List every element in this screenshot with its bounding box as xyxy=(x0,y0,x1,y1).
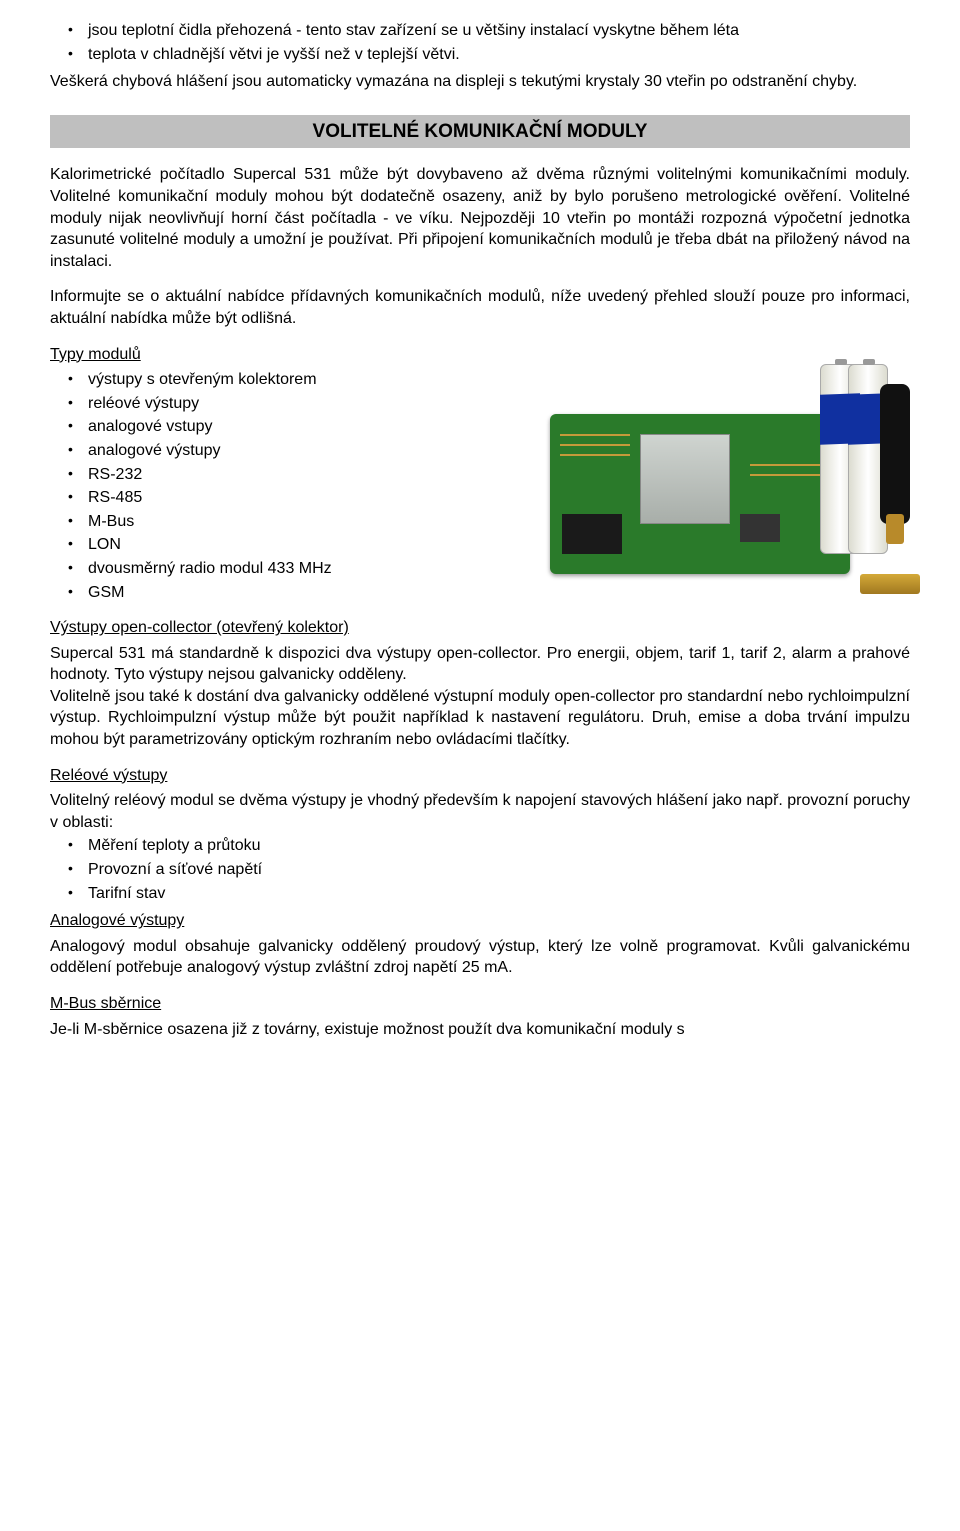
list-item: jsou teplotní čidla přehozená - tento st… xyxy=(68,20,910,42)
oc-heading: Výstupy open-collector (otevřený kolekto… xyxy=(50,617,910,639)
mbus-para: Je-li M-sběrnice osazena již z továrny, … xyxy=(50,1019,910,1041)
relay-list: Měření teploty a průtoku Provozní a síťo… xyxy=(50,835,910,904)
list-item: Provozní a síťové napětí xyxy=(68,859,910,881)
module-board-image xyxy=(510,344,920,614)
mbus-heading: M-Bus sběrnice xyxy=(50,993,910,1015)
top-bullet-list: jsou teplotní čidla přehozená - tento st… xyxy=(50,20,910,65)
analog-para: Analogový modul obsahuje galvanicky oddě… xyxy=(50,936,910,979)
section-heading-modules: VOLITELNÉ KOMUNIKAČNÍ MODULY xyxy=(50,115,910,149)
sma-connector-illustration xyxy=(860,574,920,594)
analog-heading: Analogové výstupy xyxy=(50,910,910,932)
list-item: Měření teploty a průtoku xyxy=(68,835,910,857)
list-item: Tarifní stav xyxy=(68,883,910,905)
antenna-illustration xyxy=(880,384,910,524)
oc-para-1: Supercal 531 má standardně k dispozici d… xyxy=(50,643,910,686)
list-item: teplota v chladnější větvi je vyšší než … xyxy=(68,44,910,66)
module-types-section: Typy modulů výstupy s otevřeným kolektor… xyxy=(50,344,910,604)
relay-intro: Volitelný reléový modul se dvěma výstupy… xyxy=(50,790,910,833)
intro-para-2: Informujte se o aktuální nabídce přídavn… xyxy=(50,286,910,329)
pcb-illustration xyxy=(550,414,850,574)
top-paragraph: Veškerá chybová hlášení jsou automaticky… xyxy=(50,71,910,93)
oc-para-2: Volitelně jsou také k dostání dva galvan… xyxy=(50,686,910,751)
intro-para-1: Kalorimetrické počítadlo Supercal 531 mů… xyxy=(50,164,910,272)
relay-heading: Reléové výstupy xyxy=(50,765,910,787)
